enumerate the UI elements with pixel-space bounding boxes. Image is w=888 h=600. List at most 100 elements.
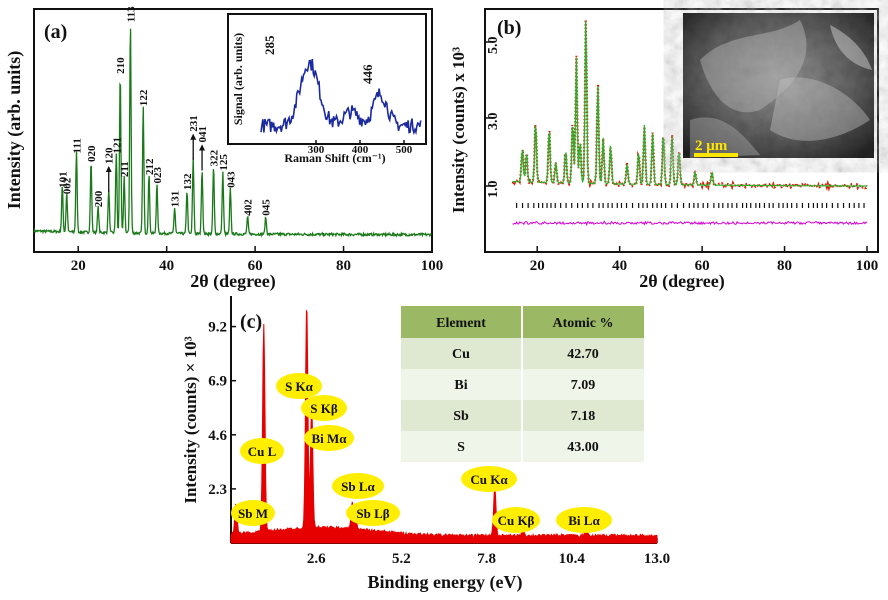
panel-c-xtick-label: 10.4 [559,551,586,567]
panel-b-ticks: 20 40 60 80 100 1.0 3.0 5.0 [485,37,879,274]
panel-b-ytick-label: 3.0 [486,113,501,131]
panel-c: (c) Intensity (counts) × 10³ Binding ene… [181,296,670,593]
eds-label-ellipse [276,373,322,399]
panel-a-x-ticks: 20 40 60 80 100 [71,246,444,274]
peak-arrowhead [190,133,197,140]
panel-a: (a) Intensity (arb. units) 2θ (degree) 2… [4,6,443,292]
panel-c-xlabel: Binding energy (eV) [368,572,523,593]
sem-image-inset: 2 μm [683,13,874,158]
panel-c-xtick-label: 2.6 [307,551,326,567]
panel-b: (b) Intensity (counts) x 10³ 2θ (degree)… [449,8,879,292]
eds-label-text: Bi Lα [568,513,600,528]
raman-spectrum [260,59,422,136]
panel-c-ytick-label: 2.3 [208,482,227,498]
panel-a-label: (a) [44,21,67,43]
eds-label-badge: Sb M [231,500,275,526]
raman-peak-label-446: 446 [360,64,375,84]
panel-a-xtick-label: 60 [248,258,263,274]
peak-label-210: 210 [115,57,127,74]
panel-b-plot-frame [484,8,879,253]
sem-micrograph [683,13,874,158]
table-header-atomic: Atomic % [552,316,613,331]
peak-arrowhead [199,144,206,151]
eds-label-badge: Cu L [240,438,284,464]
panel-b-xtick-label: 80 [777,258,792,274]
eds-label-ellipse [301,395,347,421]
peak-label-111: 111 [71,138,83,153]
eds-label-text: S Kβ [310,401,338,416]
eds-label-badge: Cu Kβ [492,507,540,533]
panel-b-xtick-label: 100 [856,258,879,274]
peak-label-122: 122 [138,89,150,106]
panel-c-ylabel: Intensity (counts) × 10³ [181,336,200,503]
raman-peak-label-285: 285 [262,35,277,55]
panel-b-xlabel: 2θ (degree) [639,271,725,292]
table-cell-value: 42.70 [567,347,599,362]
panel-c-xtick-label: 7.8 [477,551,496,567]
peak-arrowhead [105,166,112,172]
panel-c-ytick-label: 4.6 [208,428,227,444]
eds-label-badge: S Kβ [301,395,347,421]
peak-label-120: 120 [104,147,116,164]
peak-label-402: 402 [243,199,255,216]
panel-b-ytick-label: 5.0 [486,37,501,55]
eds-label-text: Bi Mα [311,431,347,446]
peak-label-322: 322 [209,149,221,166]
peak-label-023: 023 [152,167,164,184]
panel-b-xtick-label: 20 [530,258,545,274]
peak-label-125: 125 [218,154,230,171]
panel-c-xtick-label: 13.0 [644,551,670,567]
peak-label-212: 212 [144,158,156,175]
peak-label-020: 020 [86,145,98,162]
eds-label-badge: Bi Lα [556,507,612,533]
eds-label-badge: Bi Mα [304,425,354,451]
eds-label-ellipse [240,438,284,464]
bragg-position-markers [516,203,865,208]
raman-xtick-label: 500 [396,144,413,156]
eds-label-badge: Cu Kα [461,466,517,492]
eds-label-text: Cu Kα [470,472,508,487]
panel-a-xlabel: 2θ (degree) [190,271,276,292]
panel-c-ytick-label: 6.9 [208,374,227,390]
peak-label-231: 231 [188,115,200,132]
peak-label-101: 101 [57,171,69,188]
peak-label-131: 131 [170,191,182,208]
panel-a-plot-frame [33,8,433,253]
eds-peak-labels: Cu L S Kα S Kβ Bi Mα Sb Lα Sb Lβ Sb M Cu Kα Cu K… [231,373,612,533]
table-cell-element: S [457,440,465,455]
eds-label-ellipse [346,500,400,526]
sem-texture [690,20,872,158]
panel-a-xtick-label: 20 [71,258,86,274]
raman-inset-frame [227,13,427,145]
panel-c-xtick-label: 5.2 [392,551,411,567]
raman-xtick-label: 400 [352,144,369,156]
table-cell-element: Sb [453,409,469,424]
eds-label-ellipse [461,466,517,492]
panel-b-xtick-label: 60 [695,258,710,274]
raman-x-ticks: 300 400 500 [308,140,413,156]
panel-c-ytick-label: 9.2 [208,320,227,336]
panel-a-xrd-pattern [33,28,432,238]
eds-label-ellipse [492,507,540,533]
raman-xlabel: Raman Shift (cm⁻¹) [284,151,385,165]
eds-label-text: Sb M [238,506,268,521]
eds-label-ellipse [231,500,275,526]
panel-a-xtick-label: 100 [421,258,444,274]
eds-label-text: S Kα [285,379,314,394]
refinement-difference-curve [512,220,868,227]
eds-label-ellipse [304,425,354,451]
panel-b-ylabel: Intensity (counts) x 10³ [449,47,468,213]
eds-label-ellipse [556,507,612,533]
raman-ylabel: Signal (arb. units) [231,33,245,125]
panel-a-ylabel: Intensity (arb. units) [4,51,25,210]
panel-c-label: (c) [240,311,262,333]
table-cell-element: Cu [452,347,470,362]
peak-label-121: 121 [111,137,123,154]
peak-label-045: 045 [261,199,273,216]
eds-label-text: Cu Kβ [498,513,535,528]
peak-label-132: 132 [182,173,194,190]
eds-label-text: Cu L [248,444,277,459]
eds-label-text: Sb Lα [341,479,375,494]
